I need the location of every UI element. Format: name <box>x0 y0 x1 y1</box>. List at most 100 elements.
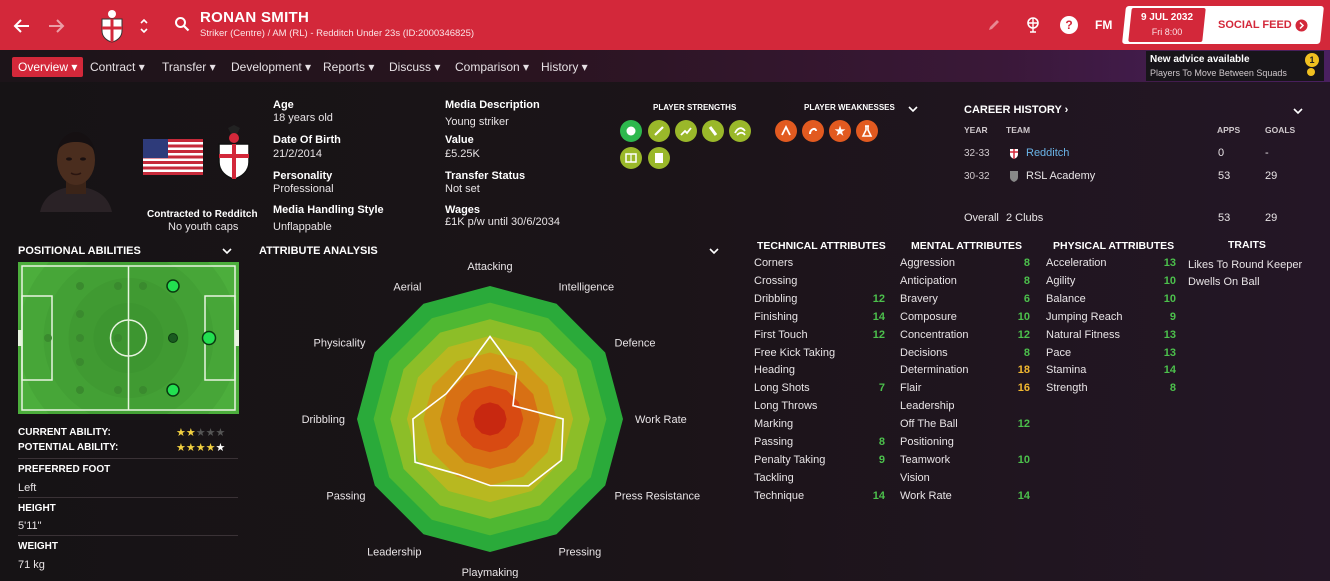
attribute-value: 10 <box>1163 274 1176 287</box>
clipboard-strength-icon[interactable] <box>648 147 670 169</box>
career-history-title[interactable]: CAREER HISTORY › <box>964 104 1069 116</box>
positional-chevron-icon[interactable] <box>220 245 234 257</box>
attribute-name[interactable]: Composure <box>900 310 957 323</box>
tab-comparison-label: Comparison <box>455 60 520 74</box>
attribute-name[interactable]: Dribbling <box>754 292 798 305</box>
attribute-name[interactable]: Strength <box>1046 382 1088 395</box>
fm-logo[interactable]: FM <box>1095 18 1113 32</box>
attribute-name[interactable]: Work Rate <box>900 489 952 502</box>
attribute-name[interactable]: Passing <box>754 436 794 448</box>
attribute-name[interactable]: Marking <box>754 418 794 431</box>
redditch-crest-icon <box>1008 145 1020 159</box>
career-col-team: TEAM <box>1006 125 1031 135</box>
trend-strength-icon[interactable] <box>675 120 697 142</box>
career-row-team-link[interactable]: Redditch <box>1026 147 1070 159</box>
pitch-strength-icon[interactable] <box>620 147 642 169</box>
tab-development[interactable]: Development ▾ <box>231 60 312 74</box>
attribute-name[interactable]: Long Throws <box>754 400 818 413</box>
weaknesses-title: PLAYER WEAKNESSES <box>804 103 895 112</box>
strengths-chevron-icon[interactable] <box>906 103 920 115</box>
attribute-name[interactable]: Agility <box>1046 274 1076 287</box>
player-portrait <box>40 126 112 212</box>
arrow-circle-icon[interactable] <box>1294 18 1308 32</box>
radar-axis-label: Defence <box>615 338 656 350</box>
physical-title: PHYSICAL ATTRIBUTES <box>1053 240 1175 252</box>
trophy-globe-icon[interactable] <box>1022 14 1044 36</box>
attribute-name[interactable]: Corners <box>754 257 794 269</box>
attribute-name[interactable]: Leadership <box>900 400 955 413</box>
attribute-name[interactable]: Penalty Taking <box>754 453 826 466</box>
attribute-name[interactable]: Vision <box>900 471 930 484</box>
boot-strength-icon[interactable] <box>702 120 724 142</box>
chevron-updown-icon[interactable] <box>138 14 150 38</box>
search-icon[interactable] <box>172 14 192 34</box>
attribute-name[interactable]: Bravery <box>900 292 938 305</box>
career-row-year: 30-32 <box>964 171 990 182</box>
wages-value: £1K p/w until 30/6/2034 <box>445 216 560 228</box>
career-chevron-icon[interactable] <box>1291 105 1305 117</box>
wages-label: Wages <box>445 204 481 216</box>
attribute-name[interactable]: Aggression <box>900 257 956 269</box>
advice-panel[interactable] <box>1146 51 1324 81</box>
height-value: 5'11" <box>18 520 42 532</box>
value-value: £5.25K <box>445 148 480 160</box>
attribute-name[interactable]: Acceleration <box>1046 257 1107 269</box>
transfer-status-value: Not set <box>445 183 480 195</box>
career-history-title-text: CAREER HISTORY <box>964 104 1062 116</box>
personality-value: Professional <box>273 183 334 195</box>
tab-contract[interactable]: Contract ▾ <box>90 60 145 74</box>
height-label: HEIGHT <box>18 503 56 514</box>
tab-discuss[interactable]: Discuss ▾ <box>389 60 441 74</box>
career-row-goals: - <box>1265 147 1269 159</box>
attribute-name[interactable]: Positioning <box>900 436 954 448</box>
brain-strength-icon[interactable] <box>620 120 642 142</box>
wings-strength-icon[interactable] <box>729 120 751 142</box>
attribute-name[interactable]: Crossing <box>754 274 798 287</box>
advice-subtitle: Players To Move Between Squads <box>1150 68 1287 78</box>
attribute-name[interactable]: Stamina <box>1046 364 1087 377</box>
attribute-name[interactable]: Anticipation <box>900 274 957 287</box>
attribute-name[interactable]: Balance <box>1046 292 1086 305</box>
attribute-name[interactable]: Decisions <box>900 346 948 359</box>
attribute-value: 13 <box>1163 328 1176 341</box>
attribute-name[interactable]: Long Shots <box>754 382 810 395</box>
tackle-weakness-icon[interactable] <box>775 120 797 142</box>
attribute-name[interactable]: Finishing <box>754 310 799 323</box>
attribute-name[interactable]: Flair <box>900 382 922 395</box>
attribute-name[interactable]: Free Kick Taking <box>754 346 836 359</box>
attribute-name[interactable]: Natural Fitness <box>1046 328 1120 341</box>
flask-weakness-icon[interactable] <box>856 120 878 142</box>
tab-overview[interactable]: Overview ▾ <box>12 57 84 77</box>
pencil-icon[interactable] <box>985 16 1003 34</box>
forward-arrow-icon[interactable] <box>44 14 68 38</box>
advice-title: New advice available <box>1150 54 1250 65</box>
star-weakness-icon[interactable]: ★ <box>829 120 851 142</box>
pitch-map[interactable] <box>18 228 239 448</box>
tab-comparison[interactable]: Comparison ▾ <box>455 60 530 74</box>
career-row-team[interactable]: RSL Academy <box>1026 170 1096 182</box>
tab-transfer[interactable]: Transfer ▾ <box>162 60 216 74</box>
cross-weakness-icon[interactable] <box>802 120 824 142</box>
attribute-radar-chart: Attacking Intelligence Defence Work Rate Pre… <box>302 262 701 578</box>
attribute-name[interactable]: Jumping Reach <box>1046 310 1123 323</box>
attribute-name[interactable]: Technique <box>754 489 805 502</box>
attribute-name[interactable]: First Touch <box>754 328 808 341</box>
finishing-strength-icon[interactable] <box>648 120 670 142</box>
back-arrow-icon[interactable] <box>10 14 34 38</box>
attribute-name[interactable]: Concentration <box>900 328 969 341</box>
attribute-analysis-chevron-icon[interactable] <box>707 245 721 257</box>
attribute-name[interactable]: Heading <box>754 364 795 377</box>
club-crest-icon[interactable] <box>98 8 126 44</box>
attribute-name[interactable]: Teamwork <box>900 453 951 466</box>
attribute-name[interactable]: Determination <box>900 364 969 377</box>
media-style-value: Unflappable <box>273 221 332 233</box>
tab-reports[interactable]: Reports ▾ <box>323 60 375 74</box>
help-icon[interactable]: ? <box>1058 14 1080 36</box>
career-row-apps: 53 <box>1218 170 1231 182</box>
attribute-name[interactable]: Off The Ball <box>900 418 958 431</box>
attribute-name[interactable]: Tackling <box>754 471 794 484</box>
social-feed-button[interactable]: SOCIAL FEED <box>1218 19 1292 31</box>
attribute-name[interactable]: Pace <box>1046 346 1072 359</box>
attribute-value: 8 <box>878 436 885 448</box>
tab-history[interactable]: History ▾ <box>541 60 588 74</box>
